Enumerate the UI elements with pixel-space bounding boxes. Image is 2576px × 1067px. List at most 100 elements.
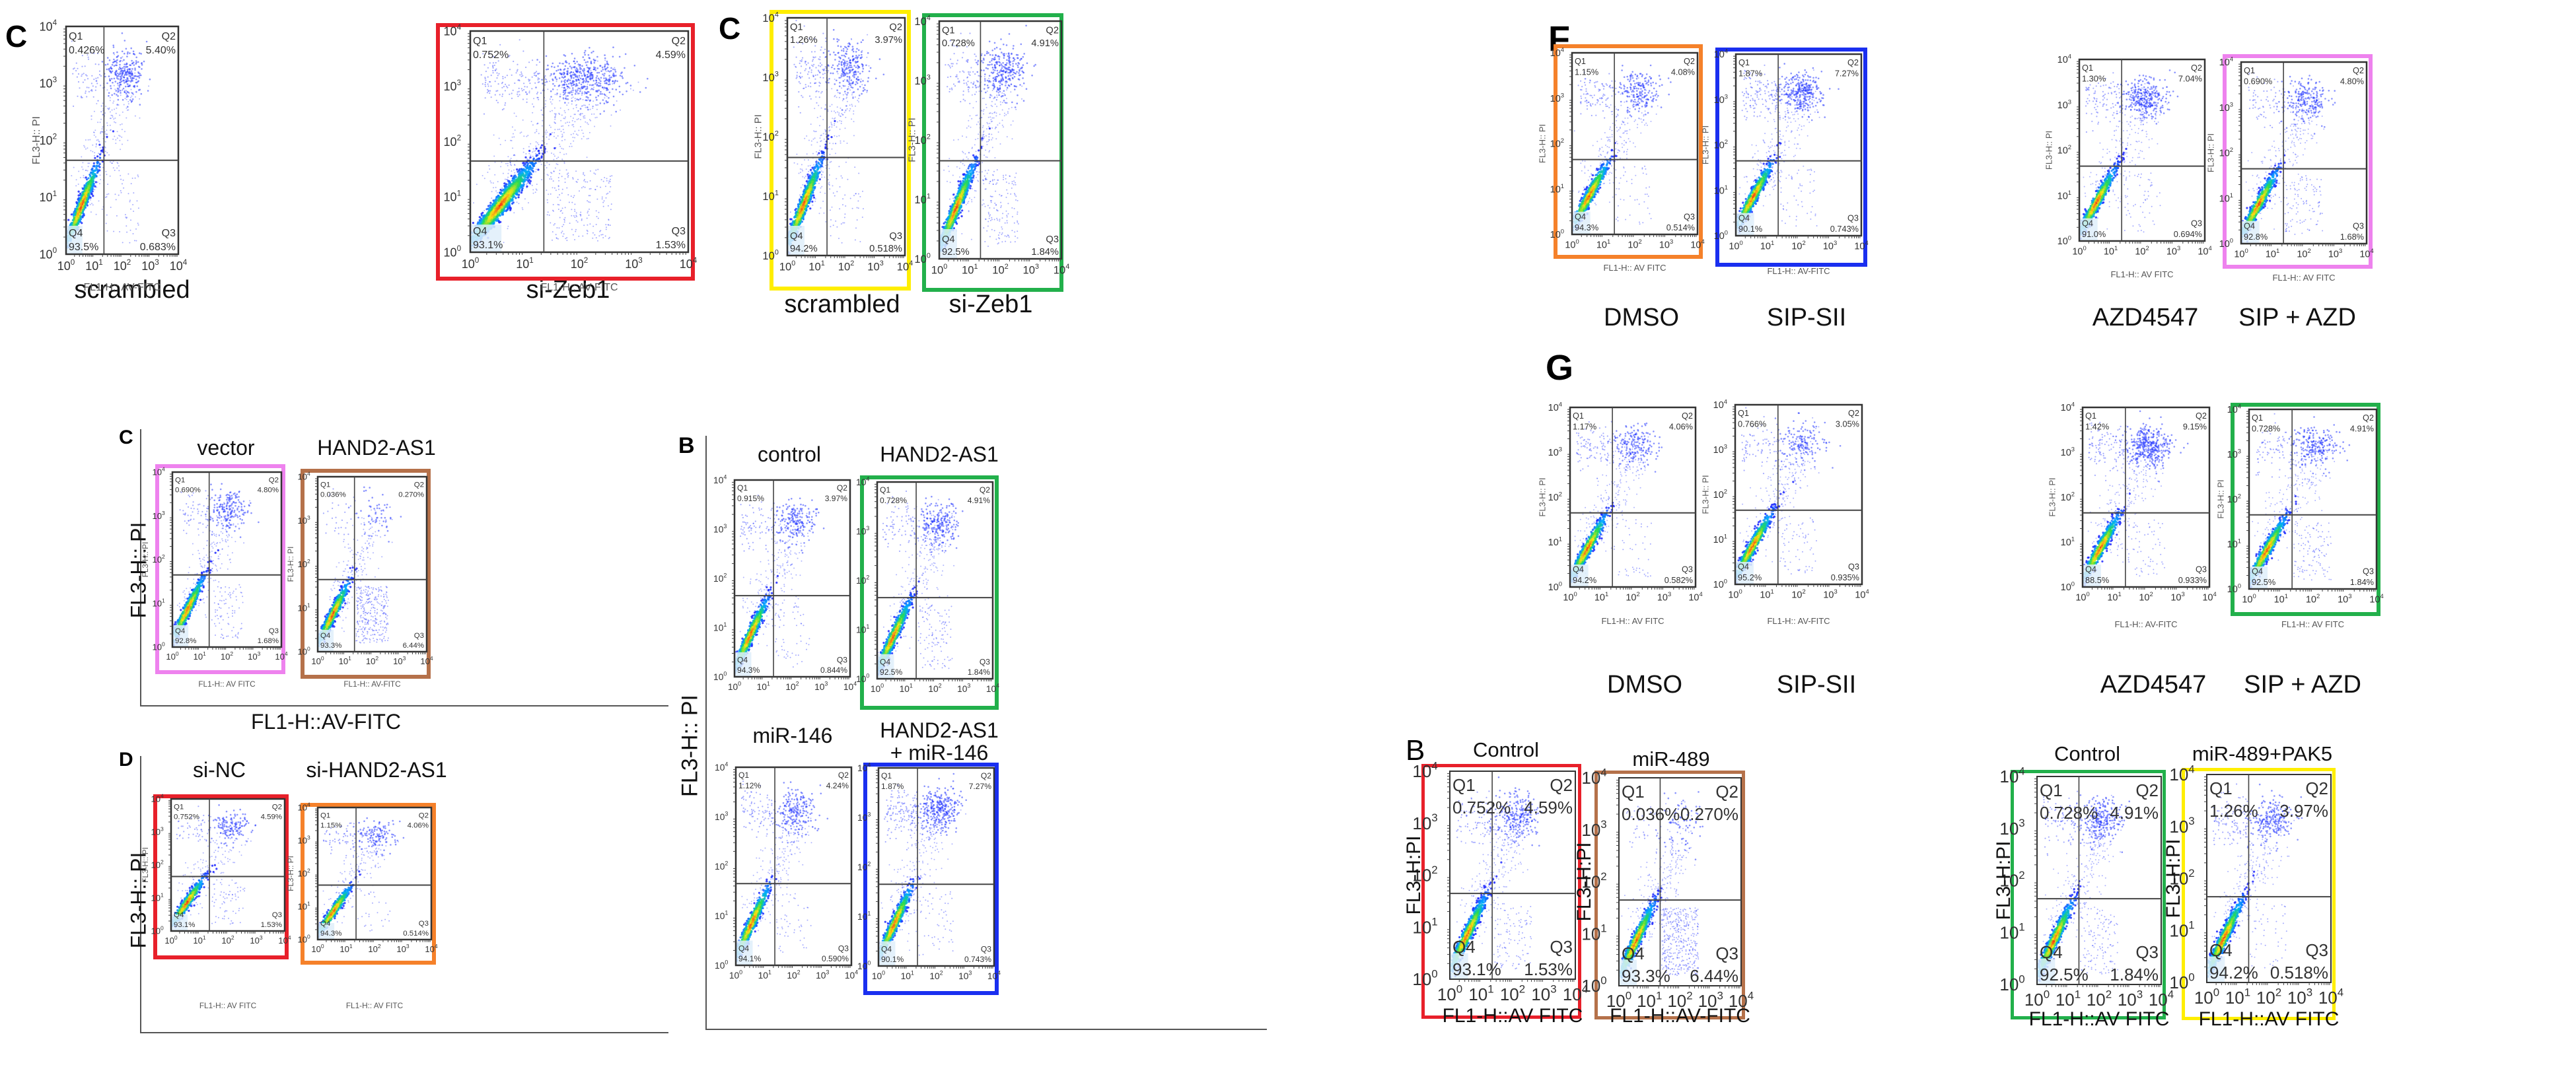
- event-dot: [76, 208, 79, 211]
- event-dot: [114, 118, 116, 119]
- event-dot: [85, 182, 87, 184]
- event-dot: [118, 170, 120, 172]
- event-dot: [83, 197, 85, 200]
- event-dot: [77, 199, 80, 201]
- event-dot: [83, 203, 85, 206]
- event-dot: [75, 225, 78, 228]
- event-dot: [86, 182, 89, 184]
- event-dot: [132, 93, 134, 94]
- event-dot: [69, 230, 72, 232]
- event-dot: [87, 139, 89, 141]
- event-dot: [70, 225, 73, 228]
- event-dot: [120, 57, 122, 59]
- event-dot: [83, 198, 86, 201]
- event-dot: [95, 164, 98, 167]
- event-dot: [110, 78, 113, 80]
- event-dot: [131, 78, 133, 81]
- event-dot: [65, 245, 68, 248]
- event-dot: [66, 242, 69, 244]
- event-dot: [81, 207, 84, 209]
- event-dot: [133, 53, 135, 55]
- event-dot: [106, 174, 108, 176]
- event-dot: [79, 212, 82, 215]
- event-dot: [84, 195, 87, 198]
- event-dot: [122, 60, 124, 62]
- event-dot: [133, 192, 135, 194]
- event-dot: [84, 188, 87, 190]
- condition-label: AZD4547: [2087, 671, 2219, 699]
- panel-letter-b-bottom: B: [1406, 736, 1425, 765]
- event-dot: [109, 175, 111, 177]
- event-dot: [77, 223, 80, 225]
- event-dot: [127, 83, 129, 85]
- event-dot: [69, 234, 72, 237]
- event-dot: [98, 143, 101, 146]
- event-dot: [94, 129, 96, 131]
- event-dot: [85, 182, 88, 185]
- event-dot: [133, 85, 135, 87]
- event-dot: [122, 143, 123, 145]
- event-dot: [125, 90, 127, 92]
- event-dot: [127, 51, 129, 53]
- event-dot: [135, 96, 137, 98]
- event-dot: [123, 79, 125, 81]
- event-dot: [88, 184, 90, 186]
- event-dot: [82, 202, 85, 205]
- event-dot: [81, 201, 83, 204]
- event-dot: [83, 198, 86, 201]
- event-dot: [90, 188, 93, 191]
- event-dot: [95, 77, 97, 79]
- event-dot: [78, 209, 81, 211]
- event-dot: [81, 212, 84, 215]
- event-dot: [108, 67, 110, 70]
- event-dot: [79, 208, 81, 211]
- event-dot: [89, 186, 92, 189]
- event-dot: [113, 85, 115, 86]
- event-dot: [83, 201, 85, 203]
- event-dot: [118, 88, 120, 90]
- event-dot: [99, 183, 100, 185]
- event-dot: [90, 179, 92, 182]
- event-dot: [90, 168, 93, 171]
- event-dot: [129, 229, 131, 231]
- event-dot: [85, 191, 88, 194]
- event-dot: [77, 218, 79, 221]
- event-dot: [120, 123, 122, 125]
- event-dot: [133, 53, 135, 55]
- event-dot: [79, 221, 81, 223]
- event-dot: [74, 221, 77, 224]
- event-dot: [92, 179, 94, 182]
- event-dot: [93, 165, 96, 168]
- event-dot: [69, 223, 72, 225]
- event-dot: [128, 85, 130, 87]
- event-dot: [67, 244, 70, 246]
- event-dot: [76, 226, 79, 228]
- event-dot: [87, 201, 89, 203]
- event-dot: [81, 203, 84, 205]
- event-dot: [81, 96, 83, 98]
- event-dot: [76, 222, 79, 224]
- event-dot: [74, 216, 77, 219]
- event-dot: [125, 107, 127, 109]
- event-dot: [134, 177, 136, 179]
- y-tick-label: 101: [40, 189, 57, 204]
- event-dot: [75, 220, 77, 223]
- event-dot: [116, 107, 118, 109]
- event-dot: [79, 219, 81, 222]
- event-dot: [79, 207, 82, 209]
- event-dot: [128, 92, 130, 94]
- event-dot: [79, 210, 81, 213]
- event-dot: [131, 102, 132, 104]
- event-dot: [79, 213, 81, 215]
- event-dot: [113, 100, 115, 102]
- event-dot: [96, 170, 99, 173]
- event-dot: [79, 201, 82, 204]
- event-dot: [135, 81, 138, 84]
- event-dot: [84, 201, 87, 203]
- event-dot: [72, 213, 75, 215]
- event-dot: [98, 166, 101, 168]
- event-dot: [116, 162, 118, 164]
- event-dot: [135, 60, 137, 62]
- event-dot: [76, 209, 79, 211]
- condition-label: vector: [160, 436, 292, 460]
